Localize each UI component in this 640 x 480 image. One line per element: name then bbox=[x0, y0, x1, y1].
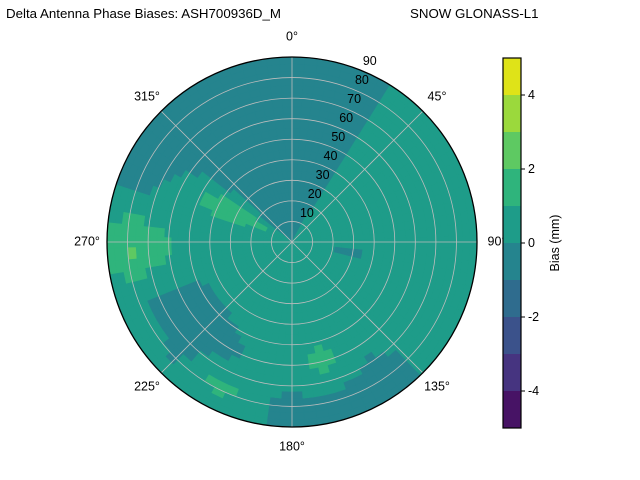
svg-text:60: 60 bbox=[339, 111, 353, 125]
svg-text:225°: 225° bbox=[134, 379, 160, 393]
svg-text:4: 4 bbox=[528, 88, 535, 102]
svg-text:80: 80 bbox=[355, 73, 369, 87]
svg-text:270°: 270° bbox=[74, 234, 100, 248]
svg-text:50: 50 bbox=[331, 130, 345, 144]
svg-text:40: 40 bbox=[324, 149, 338, 163]
svg-text:Bias (mm): Bias (mm) bbox=[548, 215, 562, 272]
svg-text:0°: 0° bbox=[286, 29, 298, 43]
svg-text:90: 90 bbox=[363, 54, 377, 68]
svg-text:70: 70 bbox=[347, 92, 361, 106]
svg-text:2: 2 bbox=[528, 162, 535, 176]
svg-text:10: 10 bbox=[300, 206, 314, 220]
svg-text:180°: 180° bbox=[279, 439, 305, 453]
svg-text:135°: 135° bbox=[424, 379, 450, 393]
svg-text:-4: -4 bbox=[528, 384, 539, 398]
svg-text:-2: -2 bbox=[528, 310, 539, 324]
svg-text:0: 0 bbox=[528, 236, 535, 250]
svg-text:45°: 45° bbox=[428, 89, 447, 103]
svg-text:20: 20 bbox=[308, 187, 322, 201]
svg-text:315°: 315° bbox=[134, 89, 160, 103]
svg-text:30: 30 bbox=[316, 168, 330, 182]
